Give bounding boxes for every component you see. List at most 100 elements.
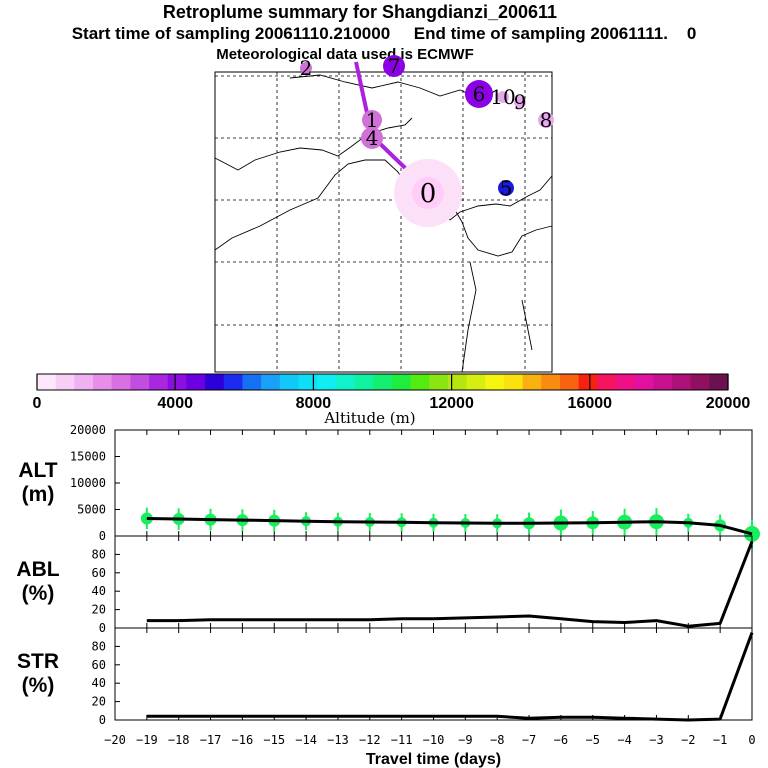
- map-frame: [214, 71, 553, 373]
- colorbar-cell: [55, 374, 75, 390]
- x-tick-label: −3: [649, 733, 663, 747]
- panel-ylabel: ALT: [18, 459, 57, 482]
- y-tick-label: 20000: [70, 423, 106, 437]
- cluster-marker: 10: [490, 85, 515, 109]
- cluster-label: 8: [540, 108, 553, 132]
- colorbar-cell: [93, 374, 113, 390]
- colorbar-cell: [634, 374, 654, 390]
- y-tick-label: 20: [92, 603, 106, 617]
- colorbar-cell: [485, 374, 505, 390]
- colorbar-axis-label: Altitude (m): [323, 409, 415, 427]
- cluster-dot: [361, 127, 383, 149]
- x-tick-label: −4: [617, 733, 631, 747]
- cluster-dot: [362, 110, 382, 130]
- y-tick-label: 80: [92, 639, 106, 653]
- colorbar-cell: [709, 374, 729, 390]
- colorbar-cell: [653, 374, 673, 390]
- colorbar-cell: [37, 374, 57, 390]
- cluster-label: 1: [366, 108, 379, 132]
- panel-ylabel: (%): [22, 582, 55, 605]
- y-tick-label: 60: [92, 566, 106, 580]
- x-tick-label: −12: [359, 733, 381, 747]
- panel-frame: [114, 627, 753, 721]
- met-data-label: Meteorological data used is ECMWF: [216, 46, 474, 63]
- y-tick-label: 15000: [70, 450, 106, 464]
- chart-subtitle: Start time of sampling 20061110.210000 E…: [0, 24, 768, 44]
- cluster-marker: 2: [300, 56, 313, 80]
- cluster-dot: [497, 91, 509, 103]
- x-tick-label: −20: [104, 733, 126, 747]
- x-tick-label: −15: [263, 733, 285, 747]
- cluster-marker: 4: [361, 126, 383, 150]
- series-line-altitude: [146, 517, 753, 536]
- cluster-marker: 0: [394, 159, 462, 227]
- y-tick-label: 20: [92, 695, 106, 709]
- colorbar-cell: [74, 374, 94, 390]
- cluster-label: 10: [490, 85, 515, 109]
- x-tick-label: −19: [136, 733, 158, 747]
- colorbar-tick-label: 16000: [568, 395, 613, 412]
- colorbar-cell: [111, 374, 131, 390]
- x-tick-label: −10: [423, 733, 445, 747]
- x-tick-label: 0: [748, 733, 755, 747]
- cluster-dot: [383, 55, 405, 77]
- colorbar-tick-label: 20000: [706, 395, 751, 412]
- colorbar-cell: [354, 374, 374, 390]
- panel-abl: 0 20 40 60 80 ABL(%): [16, 535, 754, 635]
- y-tick-label: 0: [99, 529, 106, 543]
- x-tick-label: −18: [168, 733, 190, 747]
- y-tick-label: 10000: [70, 476, 106, 490]
- colorbar-cell: [317, 374, 337, 390]
- colorbar-cell: [447, 374, 468, 390]
- series-line-str: [146, 632, 754, 722]
- x-tick-label: −14: [295, 733, 317, 747]
- cluster-dot: [498, 180, 514, 196]
- y-tick-label: 5000: [77, 503, 106, 517]
- cluster-marker: 7: [383, 54, 405, 78]
- cluster-label: 2: [300, 56, 313, 80]
- colorbar-cell: [615, 374, 636, 390]
- cluster-marker: 9: [514, 90, 527, 114]
- y-tick-label: 40: [92, 584, 106, 598]
- colorbar-cell: [597, 374, 617, 390]
- colorbar-cell: [391, 374, 412, 390]
- colorbar-cell: [130, 374, 150, 390]
- cluster-label: 0: [420, 179, 437, 209]
- panel-ylabel: STR: [17, 650, 59, 673]
- x-tick-label: −5: [586, 733, 600, 747]
- panel-str: 0 20 40 60 80 STR(%): [17, 627, 754, 727]
- time-series-panels: 05000100001500020000ALT(m)020406080ABL(%…: [16, 423, 760, 768]
- panel-altitude: 0 5000 10000 15000 20000 ALT(m): [18, 423, 760, 549]
- x-tick-label: −11: [391, 733, 413, 747]
- panel-ylabel: ABL: [16, 558, 59, 581]
- cluster-dot: [514, 96, 526, 108]
- panel-ylabel: (%): [22, 674, 55, 697]
- cluster-marker: 5: [498, 176, 514, 200]
- colorbar-cell: [690, 374, 710, 390]
- cluster-dot: [465, 80, 493, 108]
- colorbar-cell: [466, 374, 486, 390]
- colorbar-cell: [541, 374, 561, 390]
- colorbar-cell: [559, 374, 580, 390]
- x-tick-label: −16: [232, 733, 254, 747]
- cluster-dot: [538, 112, 554, 128]
- x-tick-label: −2: [681, 733, 695, 747]
- colorbar-tick-label: 8000: [296, 395, 332, 412]
- x-tick-label: −6: [554, 733, 568, 747]
- colorbar-cell: [186, 374, 206, 390]
- colorbar-tick-label: 12000: [429, 395, 474, 412]
- colorbar-cell: [429, 374, 449, 390]
- cluster-marker: 6: [465, 80, 493, 108]
- chart-title: Retroplume summary for Shangdianzi_20061…: [162, 2, 558, 22]
- panel-ylabel: (m): [22, 483, 55, 506]
- cluster-label: 7: [388, 54, 401, 78]
- cluster-dot: [300, 62, 312, 74]
- cluster-label: 9: [514, 90, 527, 114]
- colorbar-cell: [167, 374, 188, 390]
- y-tick-label: 60: [92, 658, 106, 672]
- cluster-dot: [412, 177, 444, 209]
- cluster-label: 4: [366, 126, 379, 150]
